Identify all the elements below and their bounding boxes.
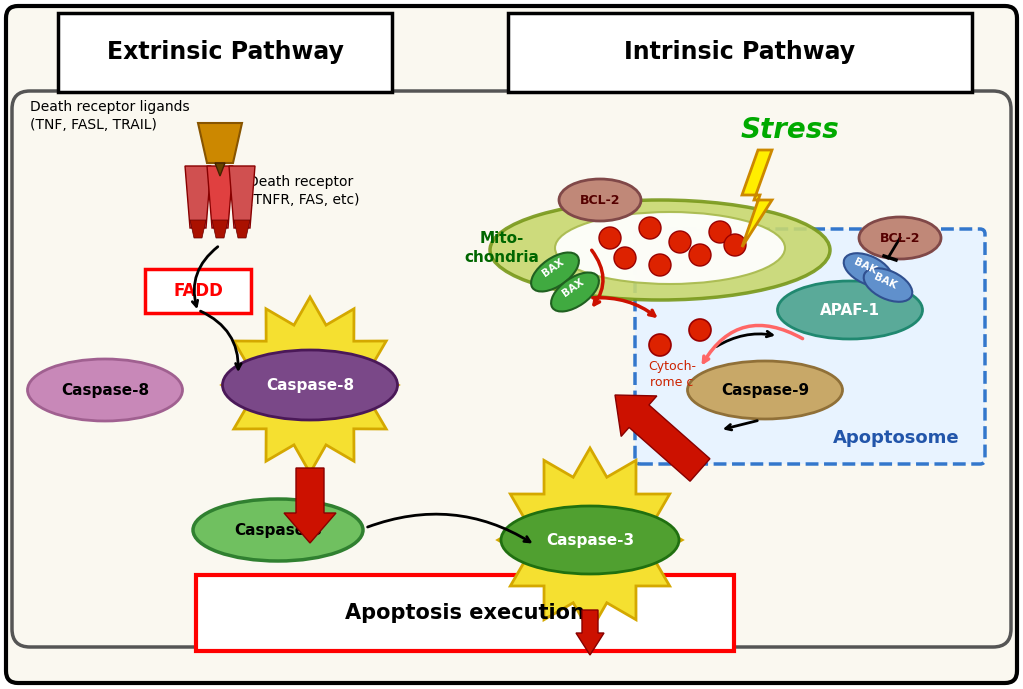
Circle shape [690, 244, 711, 266]
Text: Death receptor ligands: Death receptor ligands [30, 100, 189, 114]
FancyArrow shape [615, 395, 710, 481]
Text: Apoptosome: Apoptosome [834, 429, 960, 447]
Text: Apoptosis execution: Apoptosis execution [345, 603, 585, 623]
Polygon shape [198, 123, 242, 163]
Polygon shape [229, 166, 255, 228]
Text: Caspase-9: Caspase-9 [721, 382, 809, 398]
Polygon shape [207, 166, 233, 228]
Ellipse shape [859, 217, 941, 259]
Text: Extrinsic Pathway: Extrinsic Pathway [106, 40, 344, 64]
Circle shape [649, 334, 671, 356]
Text: (TNFR, FAS, etc): (TNFR, FAS, etc) [248, 193, 359, 207]
Ellipse shape [551, 272, 598, 311]
FancyBboxPatch shape [6, 6, 1017, 683]
Polygon shape [215, 163, 225, 176]
Ellipse shape [844, 254, 892, 287]
Ellipse shape [501, 506, 679, 574]
Text: BAX: BAX [540, 257, 566, 279]
Polygon shape [212, 220, 228, 238]
Polygon shape [742, 150, 772, 247]
Ellipse shape [555, 212, 785, 284]
FancyArrow shape [284, 468, 336, 543]
Text: Cytoch-
rome c: Cytoch- rome c [648, 360, 696, 389]
Ellipse shape [777, 281, 923, 339]
Text: Intrinsic Pathway: Intrinsic Pathway [624, 40, 855, 64]
Ellipse shape [193, 499, 363, 561]
Text: FADD: FADD [173, 282, 223, 300]
Ellipse shape [687, 361, 843, 419]
Text: Caspase-8: Caspase-8 [61, 382, 149, 398]
Circle shape [599, 227, 621, 249]
FancyBboxPatch shape [635, 229, 985, 464]
Text: BCL-2: BCL-2 [580, 194, 620, 207]
Text: Mito-
chondria: Mito- chondria [464, 232, 539, 265]
Text: Caspase-3: Caspase-3 [234, 522, 322, 537]
Ellipse shape [222, 350, 398, 420]
Circle shape [724, 234, 746, 256]
FancyBboxPatch shape [58, 13, 392, 92]
Circle shape [669, 231, 691, 253]
Text: Death receptor: Death receptor [248, 175, 353, 189]
Ellipse shape [863, 268, 913, 302]
Text: BAK: BAK [852, 256, 878, 276]
Circle shape [639, 217, 661, 239]
FancyBboxPatch shape [145, 269, 251, 313]
FancyBboxPatch shape [196, 575, 733, 651]
Circle shape [614, 247, 636, 269]
Text: Caspase-3: Caspase-3 [546, 533, 634, 548]
Polygon shape [185, 166, 211, 228]
Text: Caspase-8: Caspase-8 [266, 378, 354, 393]
Ellipse shape [28, 359, 182, 421]
Polygon shape [498, 448, 682, 632]
Text: Stress: Stress [741, 116, 840, 144]
FancyArrow shape [576, 610, 604, 655]
Ellipse shape [531, 252, 579, 291]
Text: BCL-2: BCL-2 [880, 232, 921, 245]
Text: BAX: BAX [561, 277, 586, 299]
Circle shape [690, 319, 711, 341]
Text: (TNF, FASL, TRAIL): (TNF, FASL, TRAIL) [30, 118, 157, 132]
Polygon shape [222, 297, 398, 473]
Polygon shape [234, 220, 250, 238]
Circle shape [649, 254, 671, 276]
Ellipse shape [559, 179, 641, 221]
Circle shape [709, 221, 731, 243]
Ellipse shape [490, 200, 830, 300]
Text: APAF-1: APAF-1 [820, 302, 880, 318]
Polygon shape [190, 220, 206, 238]
Text: BAK: BAK [872, 271, 898, 291]
FancyBboxPatch shape [508, 13, 972, 92]
